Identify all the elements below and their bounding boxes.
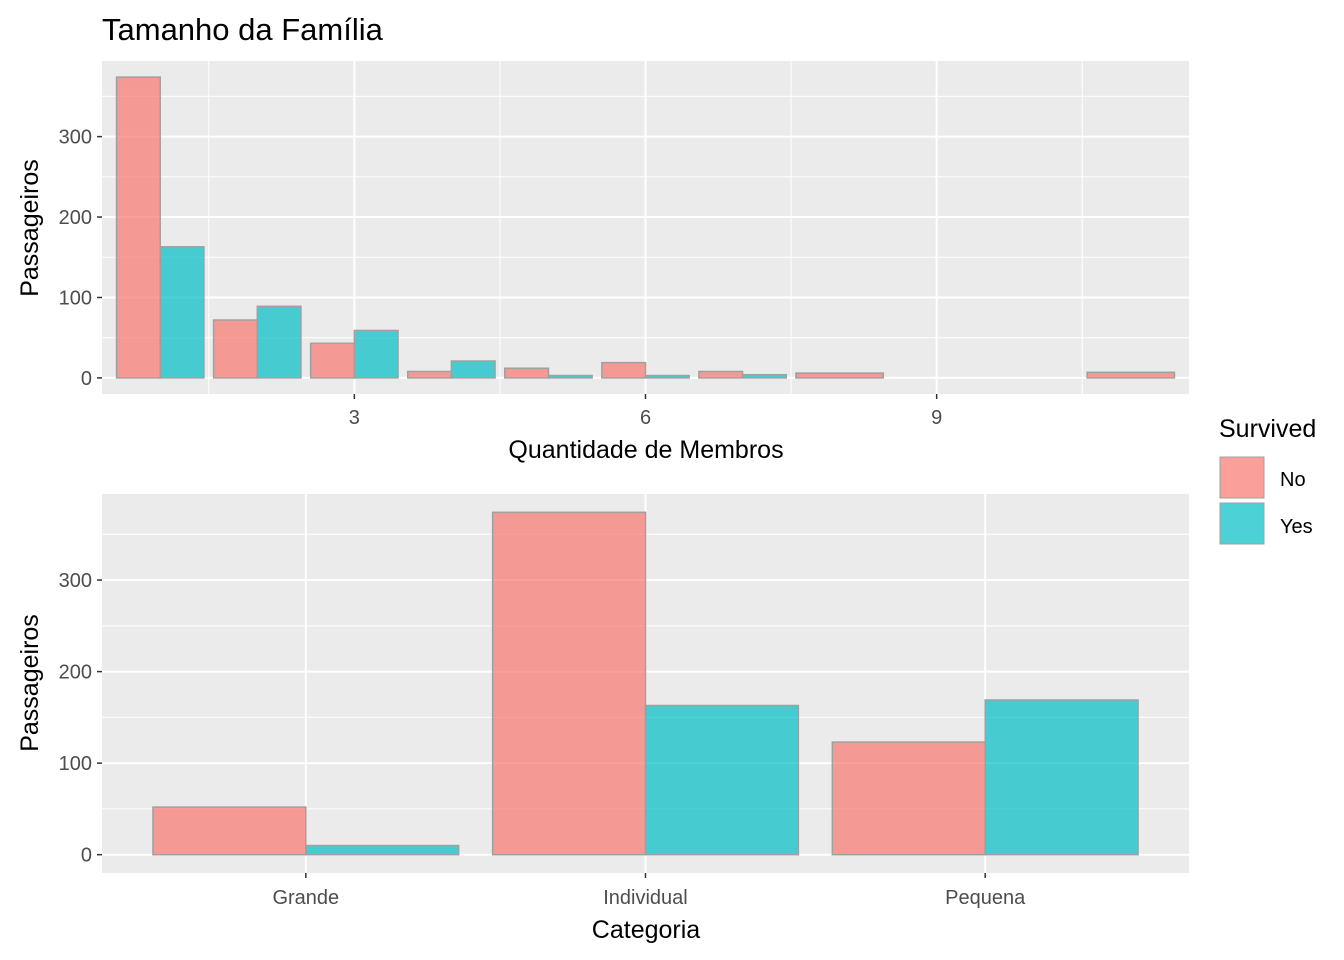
y-tick-label: 300 — [59, 127, 92, 149]
top-y-axis: 0 100 200 300 — [59, 127, 102, 390]
x-tick-label: Pequena — [945, 887, 1026, 909]
bar-no — [309, 342, 356, 379]
bar-yes — [984, 699, 1139, 856]
bar-yes — [741, 373, 787, 379]
bottom-x-axis: Grande Individual Pequena — [272, 873, 1026, 909]
top-gridlines — [102, 61, 1189, 394]
bar-yes — [644, 704, 800, 856]
bar-no — [152, 806, 307, 856]
legend-title: Survived — [1219, 415, 1316, 443]
x-tick-label: Individual — [603, 887, 688, 909]
bar-no — [795, 372, 885, 379]
legend-label-yes: Yes — [1280, 516, 1313, 538]
legend: Survived No Yes — [1219, 415, 1316, 545]
top-chart: 0 100 200 300 3 6 9 Quantidade de Membros Pas… — [16, 61, 1189, 464]
x-tick-label: 3 — [349, 407, 360, 429]
x-tick-label: 9 — [931, 407, 942, 429]
bar-no — [115, 76, 161, 379]
chart-title: Tamanho da Família — [102, 12, 384, 47]
bar-yes — [547, 374, 593, 379]
bar-no — [601, 361, 647, 379]
bar-no — [831, 741, 986, 856]
bar-yes — [450, 360, 496, 379]
top-x-axis-title: Quantidade de Membros — [508, 436, 783, 464]
top-x-axis: 3 6 9 — [349, 394, 942, 429]
y-tick-label: 0 — [81, 845, 92, 867]
x-tick-label: Grande — [272, 887, 339, 909]
y-tick-label: 200 — [59, 662, 92, 684]
bar-no — [406, 370, 453, 379]
legend-key-yes — [1219, 502, 1265, 545]
bar-no — [698, 370, 744, 379]
bar-no — [212, 319, 259, 379]
y-tick-label: 0 — [81, 368, 92, 390]
y-tick-label: 100 — [59, 287, 92, 309]
bar-no — [1086, 371, 1176, 379]
bar-yes — [256, 305, 302, 379]
bar-no — [504, 367, 550, 379]
y-tick-label: 300 — [59, 570, 92, 592]
bar-yes — [644, 374, 690, 379]
bar-yes — [159, 246, 205, 379]
bar-yes — [305, 844, 460, 856]
bottom-bars — [152, 511, 1139, 856]
bottom-x-axis-title: Categoria — [592, 916, 700, 944]
legend-key-no — [1219, 456, 1265, 499]
y-tick-label: 100 — [59, 753, 92, 775]
x-tick-label: 6 — [640, 407, 651, 429]
legend-label-no: No — [1280, 469, 1306, 491]
top-y-axis-title: Passageiros — [16, 159, 44, 297]
bar-yes — [353, 329, 399, 379]
top-bars — [115, 76, 1176, 379]
bar-no — [491, 511, 647, 856]
bottom-y-axis: 0 100 200 300 — [59, 570, 102, 867]
bottom-y-axis-title: Passageiros — [16, 614, 44, 752]
bottom-chart: 0 100 200 300 Grande Individual Pequena Categ… — [16, 494, 1189, 944]
y-tick-label: 200 — [59, 207, 92, 229]
